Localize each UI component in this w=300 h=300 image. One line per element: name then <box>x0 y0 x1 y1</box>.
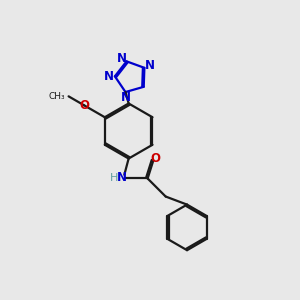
Text: CH₃: CH₃ <box>48 92 65 101</box>
Text: N: N <box>121 91 130 104</box>
Text: H: H <box>110 172 118 182</box>
Text: N: N <box>104 70 114 83</box>
Text: N: N <box>116 171 127 184</box>
Text: O: O <box>79 99 89 112</box>
Text: O: O <box>151 152 161 165</box>
Text: N: N <box>145 59 155 72</box>
Text: N: N <box>117 52 127 65</box>
